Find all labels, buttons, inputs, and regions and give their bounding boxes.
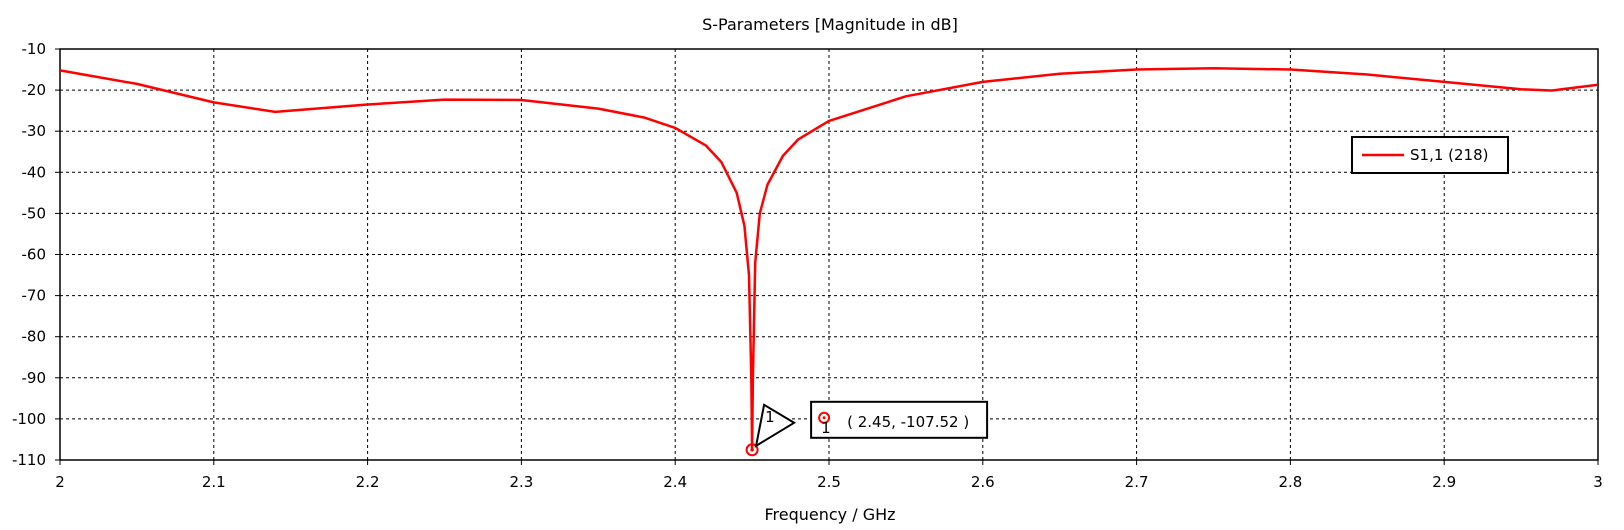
y-tick-label: -70 [22, 287, 47, 305]
y-tick-label: -100 [12, 410, 46, 428]
x-tick-label: 2.3 [509, 473, 533, 491]
x-axis-label: Frequency / GHz [764, 505, 895, 524]
chart-title: S-Parameters [Magnitude in dB] [702, 15, 958, 34]
x-tick-label: 2.1 [202, 473, 226, 491]
y-tick-label: -50 [22, 204, 47, 222]
marker-point [745, 443, 759, 457]
y-tick-label: -60 [22, 246, 47, 264]
y-axis: -10 -20 -30 -40 -50 -60 -70 -80 -90 -100 -110 [12, 40, 60, 469]
marker-point-center [750, 448, 754, 452]
series-layer [59, 67, 1599, 452]
marker-pointer-label: 1 [765, 408, 775, 426]
marker-layer: 1 1 ( 2.45, -107.52 ) [745, 400, 989, 457]
marker-box-icon-center [822, 416, 826, 420]
marker-box-id: 1 [821, 419, 831, 437]
x-axis: 2 2.1 2.2 2.3 2.4 2.5 2.6 2.7 2.8 2.9 3 [55, 460, 1603, 491]
grid [60, 49, 1598, 460]
legend-label: S1,1 (218) [1410, 146, 1488, 164]
y-tick-label: -80 [22, 328, 47, 346]
x-tick-label: 2.7 [1125, 473, 1149, 491]
x-tick-label: 2.9 [1432, 473, 1456, 491]
legend: S1,1 (218) [1351, 136, 1509, 174]
y-tick-label: -110 [12, 451, 46, 469]
x-tick-label: 2.2 [356, 473, 380, 491]
x-tick-label: 2.4 [663, 473, 687, 491]
y-tick-label: -20 [22, 81, 47, 99]
x-tick-label: 2 [55, 473, 65, 491]
marker-pointer [754, 403, 797, 448]
x-tick-label: 2.8 [1278, 473, 1302, 491]
legend-box [1351, 136, 1509, 174]
series-line-s11 [59, 67, 1599, 452]
marker-box-icon [818, 411, 831, 424]
x-tick-label: 3 [1593, 473, 1603, 491]
y-tick-label: -10 [22, 40, 47, 58]
x-tick-label: 2.6 [971, 473, 995, 491]
marker-value-label: ( 2.45, -107.52 ) [847, 413, 969, 431]
y-tick-label: -30 [22, 122, 47, 140]
y-tick-label: -40 [22, 163, 47, 181]
marker-label-box [810, 400, 989, 439]
x-tick-label: 2.5 [817, 473, 841, 491]
y-tick-label: -90 [22, 369, 47, 387]
